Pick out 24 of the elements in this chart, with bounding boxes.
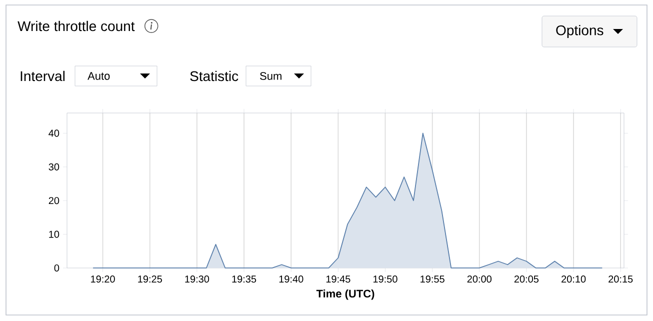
y-tick-label: 10 [49,230,60,238]
x-tick-label: 19:55 [420,276,444,283]
y-tick-label: 40 [48,130,60,137]
x-tick-label: 20:05 [514,276,539,283]
text: Auto [88,72,110,80]
text: Sum [260,72,282,80]
text: Interval [20,70,65,82]
text: Options [556,24,604,38]
x-tick-label: 20:10 [562,276,586,283]
x-axis-title: Time (UTC) [316,289,374,300]
x-tick-label: 19:40 [279,276,304,283]
x-tick-label: 19:20 [91,276,115,283]
y-tick-label: 20 [48,197,60,204]
text: Statistic [190,70,238,82]
chart-title: Write throttle count [18,20,135,32]
x-tick-label: 20:00 [467,276,492,283]
x-tick-label: 19:35 [232,276,256,283]
x-tick-label: 19:30 [185,276,210,283]
x-tick-label: 19:50 [373,276,398,283]
y-tick-label: 0 [54,264,60,272]
y-tick-label: 30 [48,163,60,170]
x-tick-label: 20:15 [608,276,633,283]
x-tick-label: 19:25 [138,276,162,283]
x-tick-label: 19:45 [326,276,350,283]
